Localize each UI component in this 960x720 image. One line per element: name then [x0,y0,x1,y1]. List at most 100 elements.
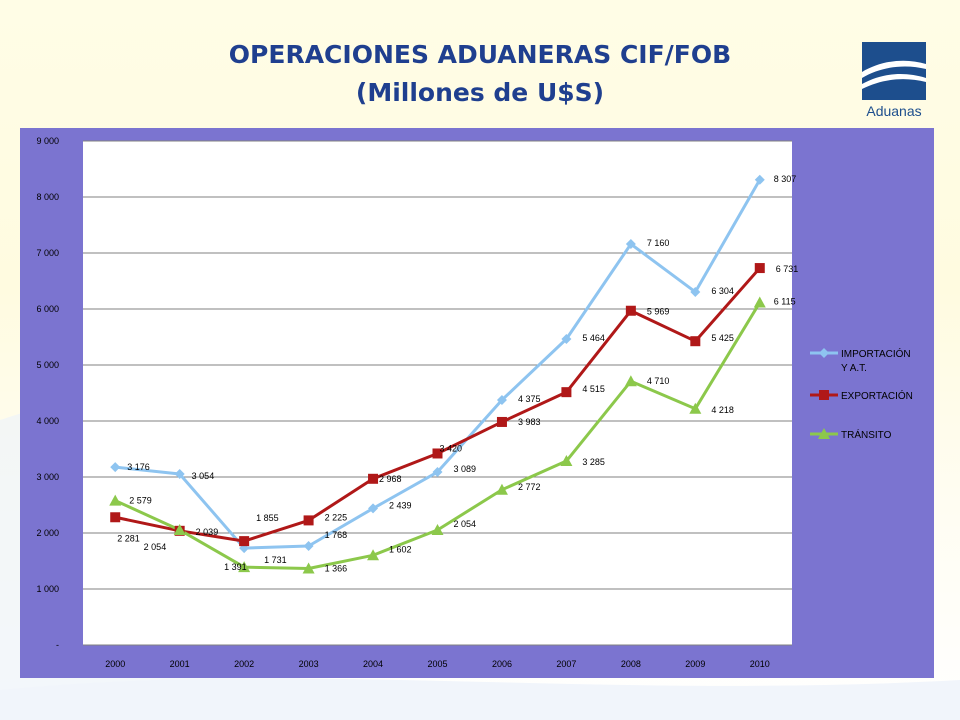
y-tick-label: 8 000 [36,192,59,202]
data-label: 6 115 [774,297,796,307]
data-label: 5 425 [711,333,734,343]
y-tick-label: 6 000 [36,304,59,314]
legend-marker [819,390,829,400]
data-point [689,402,702,414]
chart-subtitle: (Millones de U$S) [355,78,605,107]
data-point [367,549,380,561]
data-label: 4 515 [582,384,605,394]
data-point [302,562,315,574]
data-point [496,416,507,427]
data-point [561,334,572,345]
x-tick-label: 2006 [492,659,512,669]
data-label: 2 772 [518,482,541,492]
data-label: 1 366 [325,564,348,574]
data-point [303,515,314,526]
line-chart: - 1 000 2 000 3 000 4 000 5 000 6 000 7 000 8 00… [36,136,913,669]
data-point [432,467,443,478]
data-label: 2 281 [117,533,140,543]
legend-label: IMPORTACIÓN [841,347,911,360]
data-point [238,561,251,573]
legend-label: EXPORTACIÓN [841,389,913,402]
data-label: 3 285 [582,457,605,467]
data-point [753,296,766,308]
y-tick-label: 3 000 [36,472,59,482]
data-label: 4 375 [518,394,541,404]
data-label: 1 768 [325,530,348,540]
data-point [495,483,508,495]
data-label: 6 304 [711,286,734,296]
logo-mark [862,42,926,100]
data-label: 3 983 [518,417,541,427]
y-tick-label: 5 000 [36,360,59,370]
data-label: 1 602 [389,544,412,554]
y-tick-label: 9 000 [36,136,59,146]
aduanas-logo: Aduanas [862,42,926,120]
legend-label: Y A.T. [841,363,867,374]
x-tick-label: 2003 [299,659,319,669]
x-tick-label: 2010 [750,659,770,669]
data-point [110,462,121,473]
y-tick-label: - [56,640,59,650]
data-label: 1 731 [264,555,287,565]
data-label: 1 855 [256,513,279,523]
data-label: 2 225 [325,512,348,522]
data-point [690,286,701,297]
x-tick-label: 2001 [170,659,190,669]
data-point [624,375,637,387]
data-point [368,503,379,514]
data-point [496,395,507,405]
x-tick-label: 2007 [556,659,576,669]
chart-title: OPERACIONES ADUANERAS CIF/FOB [228,40,732,69]
data-point [173,523,186,535]
data-label: 3 176 [127,462,150,472]
data-label: 1 391 [224,562,247,572]
y-tick-label: 4 000 [36,416,59,426]
chart-frame: - 1 000 2 000 3 000 4 000 5 000 6 000 7 000 8 00… [20,128,934,678]
data-point [754,174,765,185]
data-label: 2 054 [454,519,477,529]
data-point [625,239,636,250]
x-tick-label: 2009 [685,659,705,669]
data-label: 2 968 [379,474,402,484]
data-point [368,473,379,484]
legend-marker [819,348,829,358]
x-tick-label: 2002 [234,659,254,669]
plot-area [83,141,792,645]
data-point [109,494,122,506]
data-label: 7 160 [647,238,670,248]
data-label: 4 710 [647,376,670,386]
y-tick-label: 2 000 [36,528,59,538]
data-label: 2 054 [144,542,167,552]
x-tick-label: 2004 [363,659,383,669]
data-point [690,336,701,347]
data-point [174,468,185,479]
data-point [432,448,443,459]
y-tick-label: 7 000 [36,248,59,258]
logo-text: Aduanas [866,103,922,119]
data-point [110,512,121,523]
data-point [754,263,765,274]
x-tick-label: 2005 [427,659,447,669]
x-tick-label: 2000 [105,659,125,669]
data-label: 6 731 [776,264,799,274]
data-point [431,523,444,535]
legend-label: TRÁNSITO [841,428,892,441]
data-label: 2 439 [389,500,412,510]
data-label: 8 307 [774,174,797,184]
data-label: 3 089 [454,464,477,474]
data-label: 3 420 [440,443,463,453]
legend-marker [818,428,830,439]
x-tick-label: 2008 [621,659,641,669]
data-point [560,455,573,467]
data-point [625,305,636,316]
data-point [239,536,250,547]
data-point [303,540,314,551]
data-point [239,543,250,554]
data-label: 5 464 [582,333,605,343]
data-point [561,387,572,398]
data-label: 4 218 [711,405,734,415]
data-label: 3 054 [192,471,215,481]
data-label: 2 039 [196,527,219,537]
y-tick-label: 1 000 [36,584,59,594]
data-label: 5 969 [647,307,670,317]
